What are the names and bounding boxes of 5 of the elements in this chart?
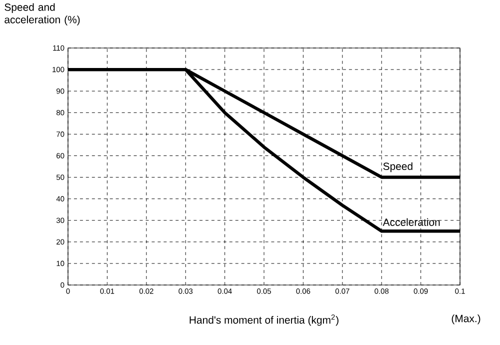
x-axis-title: Hand's moment of inertia (kgm$^{2}$)	[190, 314, 338, 326]
y-axis-title: Speed and acceleration (%)	[4, 3, 80, 26]
series-label: Acceleration	[382, 218, 440, 226]
series-label: Speed	[383, 162, 412, 172]
text: (Max.)	[452, 314, 480, 324]
